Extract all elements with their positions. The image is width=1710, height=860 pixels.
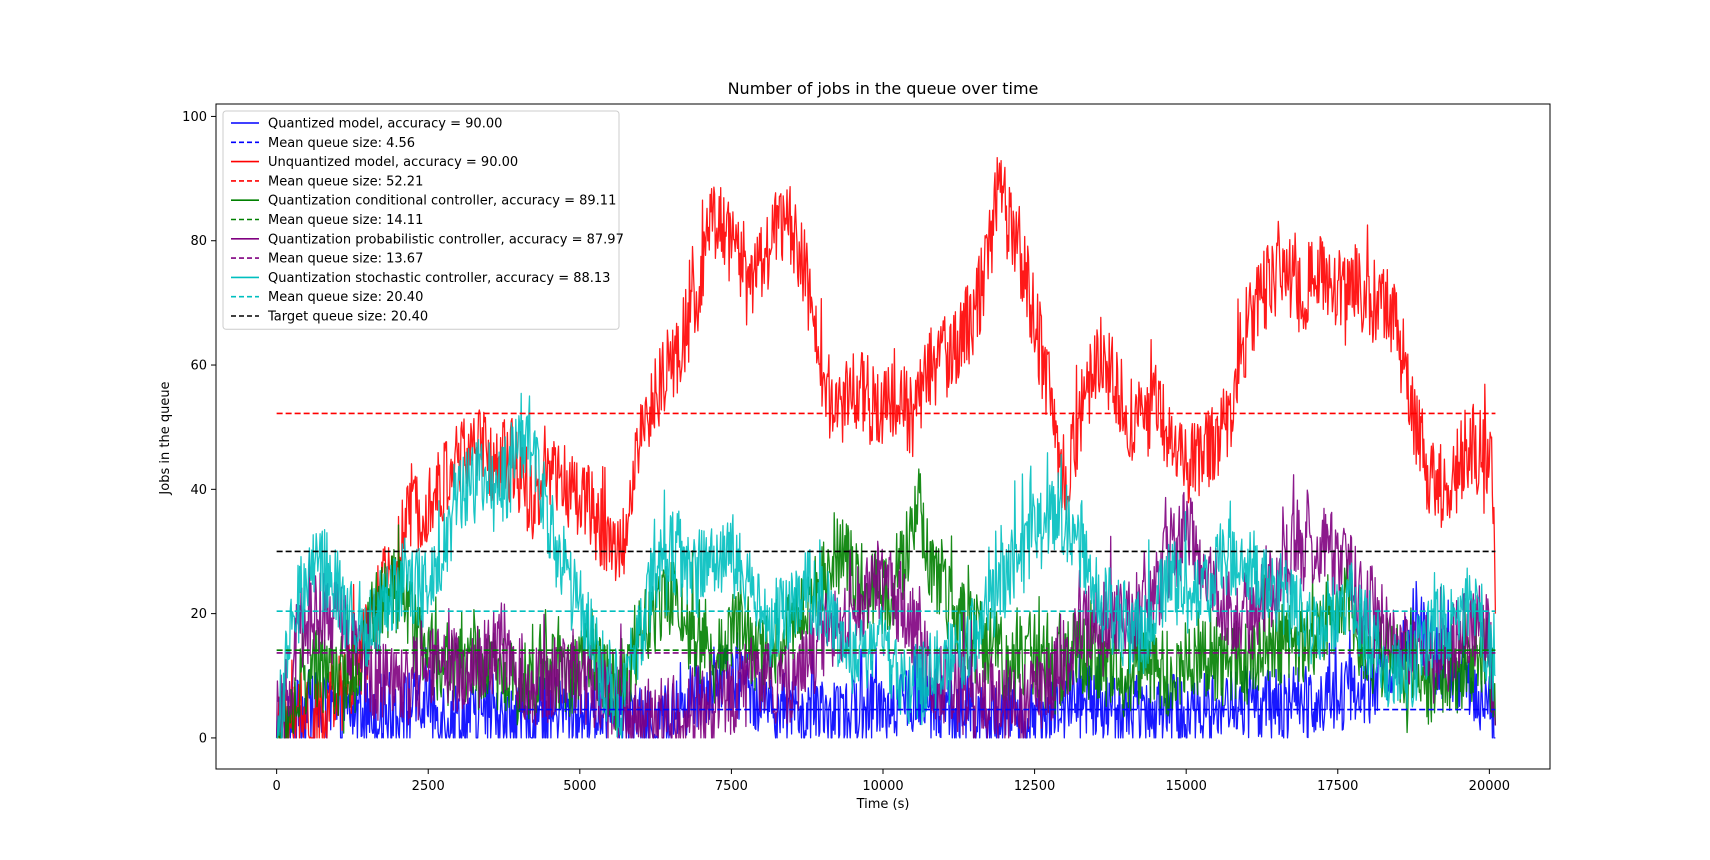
y-tick-label: 100 <box>182 110 207 125</box>
series-layer <box>275 156 1497 739</box>
chart-title: Number of jobs in the queue over time <box>728 79 1039 98</box>
y-tick-label: 0 <box>199 731 207 746</box>
series-line-quantization-probabilistic-controller-accuracy-87-97 <box>275 474 1497 739</box>
x-tick-label: 17500 <box>1317 779 1358 794</box>
legend-label: Quantization stochastic controller, accu… <box>268 271 610 286</box>
series-line-unquantized-model-accuracy-90-00 <box>276 156 1497 739</box>
y-tick-label: 40 <box>190 483 207 498</box>
x-tick-label: 15000 <box>1166 779 1207 794</box>
legend-label: Mean queue size: 52.21 <box>268 174 423 189</box>
x-axis: 0 2500 5000 7500 10000 12500 15000 17500 20000 <box>272 769 1510 794</box>
y-tick-label: 80 <box>190 234 207 249</box>
legend-label: Mean queue size: 4.56 <box>268 136 415 151</box>
x-tick-label: 10000 <box>862 779 903 794</box>
x-tick-label: 5000 <box>563 779 596 794</box>
y-tick-label: 20 <box>190 607 207 622</box>
y-axis: 0 20 40 60 80 100 <box>182 110 216 746</box>
y-tick-label: 60 <box>190 359 207 374</box>
legend-label: Mean queue size: 13.67 <box>268 252 423 267</box>
legend-label: Mean queue size: 20.40 <box>268 290 423 305</box>
legend-label: Quantized model, accuracy = 90.00 <box>268 117 502 132</box>
x-tick-label: 12500 <box>1014 779 1055 794</box>
legend-label: Unquantized model, accuracy = 90.00 <box>268 155 518 170</box>
x-tick-label: 7500 <box>715 779 748 794</box>
y-axis-label: Jobs in the queue <box>158 381 173 495</box>
x-tick-label: 0 <box>272 779 280 794</box>
x-tick-label: 20000 <box>1469 779 1510 794</box>
x-axis-label: Time (s) <box>856 797 910 812</box>
legend: Quantized model, accuracy = 90.00 Mean qu… <box>222 110 624 330</box>
series-line-quantization-stochastic-controller-accuracy-88-13 <box>276 392 1496 739</box>
legend-box <box>222 110 620 330</box>
legend-label: Quantization probabilistic controller, a… <box>268 232 624 247</box>
reference-lines-layer <box>276 412 1496 711</box>
legend-label: Quantization conditional controller, acc… <box>268 194 616 209</box>
legend-label: Target queue size: 20.40 <box>267 310 428 325</box>
legend-label: Mean queue size: 14.11 <box>268 213 423 228</box>
x-tick-label: 2500 <box>412 779 445 794</box>
plot-area <box>215 103 1551 770</box>
